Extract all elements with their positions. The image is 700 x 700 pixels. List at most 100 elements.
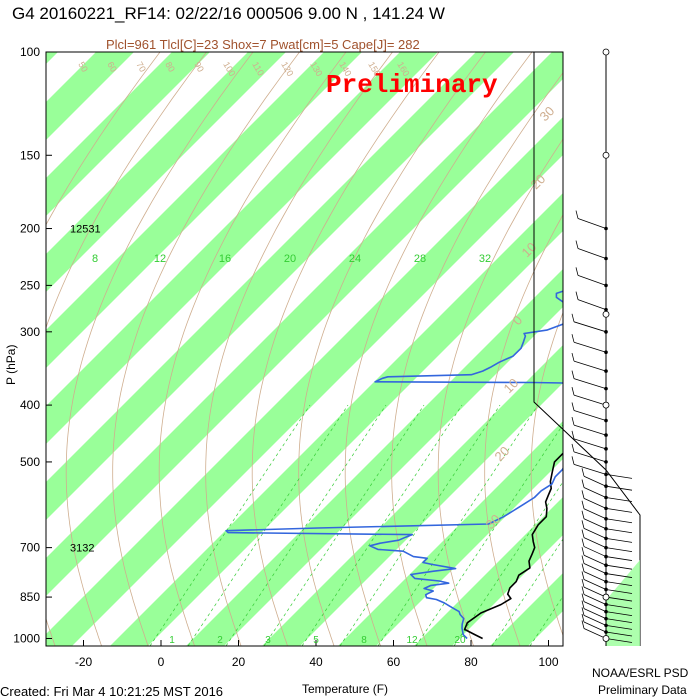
wind-barb bbox=[605, 528, 633, 534]
wind-barb bbox=[573, 410, 607, 421]
x-tick-label: 20 bbox=[232, 655, 246, 669]
y-tick-label: 200 bbox=[20, 222, 40, 236]
y-tick-label: 250 bbox=[20, 278, 40, 292]
mixing-ratio-label: 12 bbox=[154, 253, 166, 265]
stability-indices: Plcl=961 Tlcl[C]=23 Shox=7 Pwat[cm]=5 Ca… bbox=[106, 37, 420, 52]
x-tick-label: 0 bbox=[158, 655, 165, 669]
wind-barb bbox=[605, 638, 633, 643]
wind-barb-flag bbox=[581, 529, 585, 538]
wind-dot bbox=[604, 447, 608, 451]
isotherm-band bbox=[46, 117, 563, 646]
mixing-ratio-line bbox=[301, 404, 463, 646]
x-tick-label: 40 bbox=[309, 655, 323, 669]
wind-barb bbox=[583, 487, 607, 498]
created-timestamp: Created: Fri Mar 4 10:21:25 MST 2016 bbox=[0, 684, 224, 699]
isotherm-band bbox=[46, 52, 58, 64]
wind-dot bbox=[604, 526, 608, 531]
calm-wind-circle bbox=[602, 401, 610, 409]
wind-dot bbox=[604, 554, 608, 559]
chart-title: G4 20160221_RF14: 02/22/16 000506 9.00 N… bbox=[12, 4, 445, 23]
dry-adiabat-line bbox=[205, 52, 393, 646]
wind-barb bbox=[573, 451, 607, 463]
wind-barb bbox=[577, 248, 607, 259]
wind-barb-flag bbox=[575, 210, 579, 219]
wind-barb-flag bbox=[581, 538, 585, 547]
wind-barb-flag bbox=[581, 500, 585, 509]
mixing-ratio-label-lower: 8 bbox=[361, 635, 367, 646]
plot-border bbox=[45, 51, 564, 647]
wind-barb bbox=[583, 579, 607, 590]
mixing-ratio-label-lower: 5 bbox=[313, 635, 319, 646]
isotherm-band bbox=[46, 52, 362, 368]
wind-barb bbox=[605, 625, 633, 630]
height-label: 3132 bbox=[70, 543, 94, 555]
dry-adiabat-label: 60 bbox=[105, 60, 119, 74]
isotherm-label: 30 bbox=[537, 103, 558, 124]
wind-barb bbox=[583, 508, 607, 520]
wind-barb bbox=[605, 556, 633, 561]
wind-dot bbox=[604, 418, 608, 423]
wind-dot bbox=[604, 433, 608, 437]
wind-barb bbox=[605, 518, 633, 524]
calm-wind-circle bbox=[602, 635, 610, 642]
mixing-ratio-label: 20 bbox=[284, 253, 296, 265]
wind-barb-flag bbox=[571, 334, 575, 343]
isotherm-band bbox=[46, 52, 210, 216]
wind-dot bbox=[604, 495, 608, 500]
mixing-ratio-label: 32 bbox=[479, 253, 491, 265]
wind-barb bbox=[573, 394, 607, 406]
mixing-ratio-label: 8 bbox=[92, 253, 98, 265]
wind-dot bbox=[604, 623, 608, 628]
wind-barb bbox=[583, 475, 607, 487]
wind-dot bbox=[604, 330, 608, 334]
wind-dot bbox=[604, 571, 608, 576]
wind-barb-flag bbox=[571, 313, 575, 322]
mixing-ratio-line bbox=[149, 404, 311, 646]
wind-barb bbox=[583, 601, 607, 613]
wind-dot bbox=[604, 506, 608, 511]
wind-barb bbox=[605, 618, 633, 624]
wind-barb-flag bbox=[571, 443, 575, 453]
dry-adiabat-line bbox=[344, 52, 533, 646]
wind-barb bbox=[577, 275, 607, 286]
wind-barb bbox=[605, 573, 633, 578]
mixing-ratio-line bbox=[453, 481, 563, 646]
x-tick-label: -20 bbox=[75, 655, 93, 669]
wind-barb bbox=[583, 615, 607, 626]
wind-barb bbox=[583, 554, 607, 566]
y-tick-label: 100 bbox=[20, 45, 40, 59]
isotherm-band bbox=[46, 52, 514, 520]
wind-barb-flag bbox=[571, 430, 575, 439]
wind-barb-panel bbox=[533, 48, 641, 646]
wind-barb bbox=[573, 463, 607, 475]
wind-dot bbox=[604, 307, 608, 312]
wind-barb bbox=[605, 589, 633, 594]
isotherm-band bbox=[46, 52, 286, 293]
dry-adiabats bbox=[46, 52, 563, 646]
wind-barb bbox=[605, 596, 633, 602]
wind-barb-flag bbox=[581, 520, 585, 529]
calm-wind-circle bbox=[602, 593, 610, 601]
isotherm-band bbox=[642, 52, 700, 646]
mixing-ratio-label: 24 bbox=[349, 253, 361, 265]
isotherm-band bbox=[46, 52, 134, 140]
y-tick-label: 300 bbox=[20, 325, 40, 339]
wind-barb bbox=[583, 608, 607, 619]
mixing-ratio-line bbox=[415, 424, 563, 646]
wind-barb-flag bbox=[581, 555, 585, 564]
wind-dot bbox=[604, 386, 608, 391]
x-axis-label: Temperature (F) bbox=[302, 682, 389, 696]
wind-dot bbox=[604, 472, 608, 477]
y-axis-label: P (hPa) bbox=[4, 344, 18, 385]
wind-barb bbox=[605, 604, 633, 609]
wind-barb-flag bbox=[581, 510, 585, 519]
wind-barb-flag bbox=[571, 416, 575, 426]
wind-barb bbox=[605, 611, 633, 617]
dry-adiabat-label: 70 bbox=[134, 60, 148, 74]
dry-adiabat-label: 90 bbox=[192, 60, 206, 74]
x-tick-label: 80 bbox=[464, 655, 478, 669]
mixing-ratio-line bbox=[225, 404, 387, 646]
wind-barb bbox=[605, 507, 633, 513]
dry-adiabat-line bbox=[391, 72, 563, 646]
